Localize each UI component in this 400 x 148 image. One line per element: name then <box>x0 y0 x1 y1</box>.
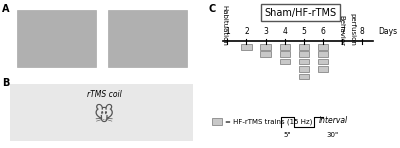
Text: Sham/HF-rTMS: Sham/HF-rTMS <box>264 8 336 18</box>
Bar <box>318 51 328 57</box>
Text: Days: Days <box>378 27 397 36</box>
Bar <box>280 59 290 64</box>
Bar <box>299 44 309 50</box>
Bar <box>280 44 290 50</box>
Text: perfusion: perfusion <box>349 13 355 46</box>
Bar <box>299 51 309 57</box>
Bar <box>212 118 222 125</box>
Bar <box>299 74 309 79</box>
Text: rTMS coil: rTMS coil <box>87 90 121 99</box>
FancyBboxPatch shape <box>108 10 187 67</box>
Text: Habituation: Habituation <box>221 5 227 46</box>
Text: Behavior: Behavior <box>338 15 344 46</box>
Text: 30": 30" <box>327 132 339 138</box>
Text: C: C <box>208 4 216 15</box>
Bar <box>318 59 328 64</box>
Bar <box>260 51 271 57</box>
Bar <box>299 59 309 64</box>
FancyBboxPatch shape <box>17 10 96 67</box>
Bar <box>241 44 252 50</box>
Text: interval: interval <box>318 116 347 125</box>
Text: 2: 2 <box>244 27 249 36</box>
Text: = HF-rTMS trains (15 Hz): = HF-rTMS trains (15 Hz) <box>225 118 313 125</box>
Text: B: B <box>2 78 10 89</box>
Text: 7: 7 <box>340 27 345 36</box>
Bar <box>318 66 328 72</box>
Text: 5": 5" <box>284 132 292 138</box>
FancyBboxPatch shape <box>261 4 340 21</box>
FancyBboxPatch shape <box>10 84 194 141</box>
Text: A: A <box>2 4 10 15</box>
Text: 3: 3 <box>263 27 268 36</box>
Bar <box>260 44 271 50</box>
Text: 🐭: 🐭 <box>94 106 114 125</box>
Text: 8: 8 <box>359 27 364 36</box>
Bar <box>299 66 309 72</box>
Text: 5: 5 <box>302 27 306 36</box>
Text: 4: 4 <box>282 27 287 36</box>
Bar <box>280 51 290 57</box>
Text: 6: 6 <box>321 27 326 36</box>
Bar <box>318 44 328 50</box>
Text: 1: 1 <box>225 27 230 36</box>
